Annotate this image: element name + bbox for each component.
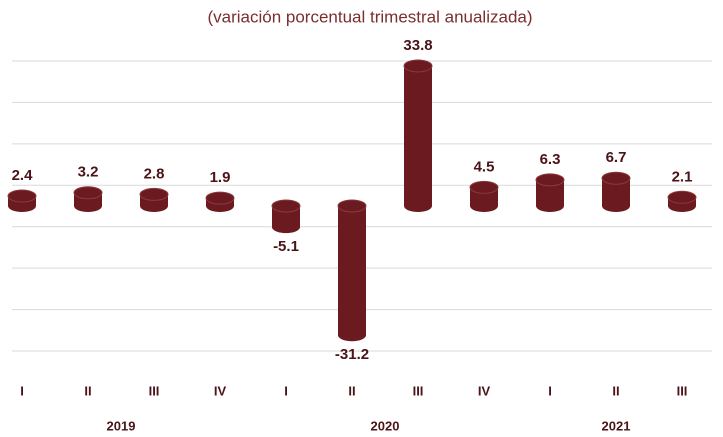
x-tick-label: IV xyxy=(478,383,491,398)
cylinder-top xyxy=(535,173,565,187)
value-label: 6.7 xyxy=(606,149,627,166)
x-tick-label: I xyxy=(20,383,24,398)
group-label: 2019 xyxy=(107,418,136,433)
value-label: 6.3 xyxy=(540,151,561,168)
cylinder xyxy=(601,171,631,212)
chart-title: (variación porcentual trimestral anualiz… xyxy=(207,7,532,26)
x-tick-label: IV xyxy=(214,383,227,398)
group-label: 2020 xyxy=(371,418,400,433)
cylinder xyxy=(403,59,433,212)
bar xyxy=(338,206,366,336)
x-tick-label: II xyxy=(84,383,91,398)
bar xyxy=(404,65,432,206)
cylinder-top xyxy=(139,187,169,201)
cylinder xyxy=(7,189,37,212)
cylinder xyxy=(667,190,697,212)
value-label: 4.5 xyxy=(474,158,495,175)
value-label: 2.1 xyxy=(672,168,693,185)
x-tick-label: III xyxy=(149,383,160,398)
cylinder-top xyxy=(601,171,631,185)
cylinder xyxy=(73,186,103,212)
value-label: 1.9 xyxy=(210,169,231,186)
value-label: -31.2 xyxy=(335,346,369,363)
value-label: 33.8 xyxy=(403,37,432,54)
cylinder xyxy=(205,191,235,212)
cylinder-top xyxy=(271,199,301,213)
x-tick-label: III xyxy=(677,383,688,398)
group-label: 2021 xyxy=(602,418,631,433)
cylinder-top xyxy=(337,199,367,213)
value-label: 3.2 xyxy=(78,164,99,181)
cylinder-top xyxy=(7,189,37,203)
cylinder-top xyxy=(73,186,103,200)
x-tick-label: I xyxy=(548,383,552,398)
value-label: 2.4 xyxy=(12,167,34,184)
value-label: 2.8 xyxy=(144,165,165,182)
cylinder-top xyxy=(469,180,499,194)
x-tick-label: II xyxy=(348,383,355,398)
x-tick-label: III xyxy=(413,383,424,398)
cylinder xyxy=(535,173,565,212)
cylinder xyxy=(469,180,499,212)
x-tick-label: II xyxy=(612,383,619,398)
value-label: -5.1 xyxy=(273,238,299,255)
x-tick-label: I xyxy=(284,383,288,398)
cylinder-top xyxy=(667,190,697,204)
cylinder-top xyxy=(205,191,235,205)
cylinder-top xyxy=(403,59,433,73)
cylinder xyxy=(337,199,367,342)
cylinder xyxy=(139,187,169,212)
cylinder xyxy=(271,199,301,234)
